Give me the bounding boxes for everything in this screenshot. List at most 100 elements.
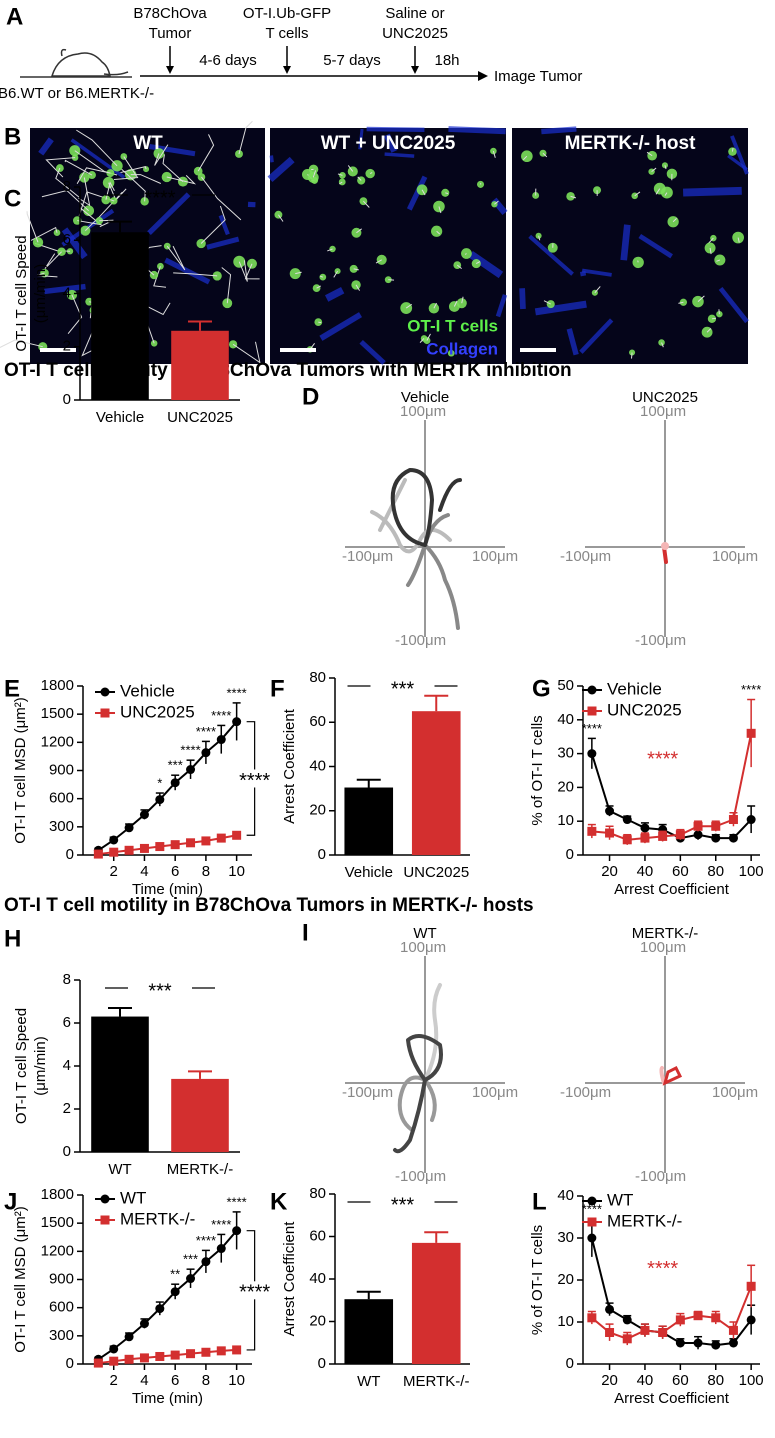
host-label: B6.WT or B6.MERTK-/-: [0, 85, 154, 102]
y-tick-label: 40: [309, 757, 326, 774]
y-tick-label: 0: [318, 846, 326, 863]
data-point: [728, 815, 738, 825]
y-tick-label: 600: [49, 1299, 74, 1316]
panel-letter: B: [4, 123, 21, 150]
star-label: **: [170, 1267, 180, 1282]
collagen-fiber: [406, 175, 428, 211]
data-point: [728, 1325, 738, 1335]
panel-letter: E: [4, 675, 20, 702]
collagen-fiber: [206, 236, 240, 250]
cell: [566, 192, 575, 201]
data-point: [170, 1287, 180, 1297]
data-point: [711, 1313, 721, 1323]
star-label: ****: [741, 682, 761, 697]
cell-track: [664, 165, 667, 170]
significance: ***: [148, 980, 172, 1002]
data-point: [746, 815, 756, 825]
data-point: [139, 843, 149, 853]
data-point: [170, 840, 180, 850]
event-arrowheads: [166, 66, 419, 74]
interval-label: 5-7 days: [323, 52, 381, 69]
cell: [704, 242, 716, 254]
x-tick-label: 20: [601, 863, 618, 880]
legend-label: Vehicle: [607, 679, 662, 698]
data-point: [693, 821, 703, 831]
y-tick-label: 6: [63, 231, 71, 248]
data-point: [746, 1281, 756, 1291]
data-point: [622, 1315, 632, 1325]
collagen-fiber: [384, 152, 415, 158]
cell-track: [433, 302, 438, 309]
event-label: Saline or: [385, 5, 444, 22]
cell-track: [678, 301, 684, 304]
cell-track: [0, 339, 43, 349]
data-point: [640, 823, 650, 833]
cell-track: [166, 245, 186, 271]
cell-track: [76, 129, 118, 167]
mouse-icon: [50, 48, 129, 77]
y-tick-label: 8: [63, 178, 71, 195]
collagen-fiber: [149, 144, 196, 157]
data-point: [124, 823, 134, 833]
track-axis-label: 100μm: [400, 403, 446, 420]
track-axis-label: -100μm: [342, 1084, 393, 1101]
y-tick-label: 40: [557, 711, 574, 728]
data-point: [711, 821, 721, 831]
y-axis-label: Arrest Coefficient: [281, 708, 298, 824]
data-point: [186, 838, 196, 848]
star-label: ****: [227, 1194, 247, 1209]
cell-track: [327, 248, 333, 252]
data-point: [216, 1244, 226, 1254]
track: [659, 1066, 666, 1085]
bar: [411, 1242, 461, 1364]
star-label: *: [157, 775, 162, 790]
image-legend: OT-I T cells: [407, 316, 498, 335]
legend-marker: [100, 1215, 110, 1225]
cell-track: [26, 211, 39, 243]
track: [390, 468, 462, 547]
x-tick-label: UNC2025: [167, 409, 233, 426]
track-title: UNC2025: [632, 389, 698, 406]
data-point: [728, 1338, 738, 1348]
cell-track: [99, 219, 114, 228]
data-point: [124, 1332, 134, 1342]
data-point: [711, 833, 721, 843]
collagen-fiber: [683, 186, 742, 197]
cell-track: [456, 264, 462, 269]
cell-track: [445, 192, 449, 195]
cell-track: [570, 195, 577, 199]
section-title: OT-I T cell motility in B78ChOva Tumors …: [4, 360, 572, 381]
collagen-fiber: [579, 318, 614, 354]
data-point: [675, 1315, 685, 1325]
bar: [344, 1299, 394, 1364]
track-axis-label: 100μm: [400, 939, 446, 956]
collagen-fiber: [581, 268, 612, 277]
x-tick-label: 80: [707, 1372, 724, 1389]
collagen-fiber: [366, 126, 425, 133]
data-point: [139, 1319, 149, 1329]
y-tick-label: 0: [566, 1355, 574, 1372]
data-point: [693, 1311, 703, 1321]
data-point: [139, 810, 149, 820]
collagen-fiber: [61, 227, 88, 260]
image-legend: Collagen: [426, 339, 498, 358]
data-point: [675, 830, 685, 840]
collagen-fiber: [638, 233, 673, 259]
x-tick-label: 8: [202, 1372, 210, 1389]
cell-track: [277, 214, 284, 222]
data-point: [93, 849, 103, 859]
series-line: [591, 733, 753, 841]
track-axis-label: -100μm: [342, 548, 393, 565]
data-point: [658, 831, 668, 841]
significance: ****: [144, 187, 175, 209]
y-tick-label: 900: [49, 761, 74, 778]
y-tick-label: 40: [557, 1187, 574, 1204]
data-point: [711, 1340, 721, 1350]
data-point: [186, 765, 196, 775]
cell: [471, 259, 481, 269]
panel-letter: L: [532, 1188, 547, 1215]
data-point: [232, 1226, 242, 1236]
data-point: [109, 835, 119, 845]
collagen-fiber: [324, 287, 345, 302]
collagen-fiber: [534, 300, 587, 316]
